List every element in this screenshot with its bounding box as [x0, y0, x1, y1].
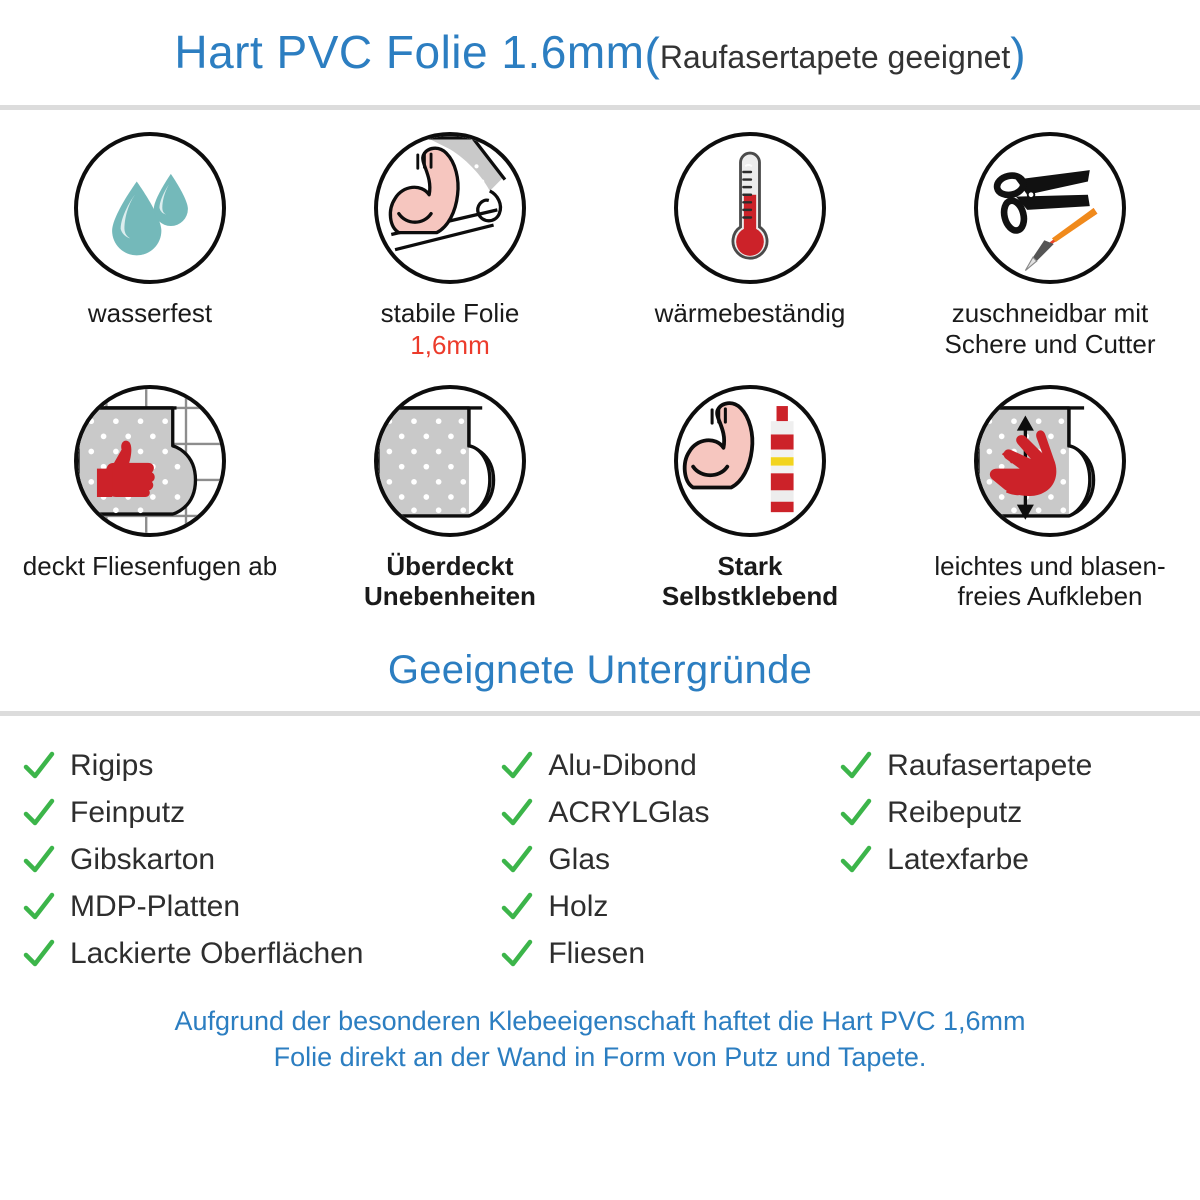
feature-label: zuschneidbar mit Schere und Cutter — [944, 298, 1156, 359]
list-item: Glas — [500, 836, 839, 883]
list-item: Fliesen — [500, 930, 839, 977]
list-item: Lackierte Oberflächen — [22, 930, 500, 977]
feature-icon-circle — [674, 132, 826, 284]
feature-deckt-fliesenfugen: deckt Fliesenfugen ab — [0, 384, 300, 612]
list-item: Latexfarbe — [839, 836, 1178, 883]
feature-label: wärmebeständig — [654, 298, 846, 328]
title-paren-open: ( — [644, 27, 660, 80]
list-item: MDP-Platten — [22, 883, 500, 930]
title-main-text: Hart PVC Folie 1.6mm — [174, 25, 645, 78]
feature-icon-circle — [374, 132, 526, 284]
feature-icon-circle — [74, 132, 226, 284]
list-item: Alu-Dibond — [500, 742, 839, 789]
list-item-label: Reibeputz — [887, 795, 1023, 829]
footer-line-1: Aufgrund der besonderen Klebeeigenschaft… — [174, 1006, 1026, 1037]
feature-sublabel: 1,6mm — [410, 329, 490, 360]
check-icon — [500, 796, 534, 830]
list-item-label: Latexfarbe — [887, 842, 1029, 876]
feature-leichtes-aufkleben: leichtes und blasen- freies Aufkleben — [900, 384, 1200, 612]
footer-note: Aufgrund der besonderen Klebeeigenschaft… — [0, 1003, 1200, 1076]
feature-icon-circle — [974, 384, 1126, 537]
feature-icon-circle — [74, 384, 226, 537]
check-icon — [22, 749, 56, 783]
feature-zuschneidbar: zuschneidbar mit Schere und Cutter — [900, 132, 1200, 361]
list-item-label: Fliesen — [548, 936, 646, 970]
list-item-label: Alu-Dibond — [548, 748, 697, 782]
check-icon — [839, 749, 873, 783]
check-icon — [839, 796, 873, 830]
title-paren-close: ) — [1010, 27, 1026, 80]
muscle-glue-tube-icon — [678, 389, 822, 533]
feature-icon-circle — [374, 384, 526, 537]
check-icon — [500, 890, 534, 924]
feature-grid: wasserfest — [0, 110, 1200, 612]
page-header: Hart PVC Folie 1.6mm(Raufasertapete geei… — [0, 0, 1200, 105]
feature-label: wasserfest — [87, 298, 213, 328]
feature-row-1: wasserfest — [0, 132, 1200, 361]
list-item-label: Lackierte Oberflächen — [70, 936, 364, 970]
feature-label: Stark Selbstklebend — [661, 550, 839, 612]
list-item-label: Glas — [548, 842, 611, 876]
list-item-label: Holz — [548, 889, 609, 923]
list-item: Reibeputz — [839, 789, 1178, 836]
substrates-column-1: Rigips Feinputz Gibskarton MDP-Platten L… — [22, 742, 500, 977]
list-item: Holz — [500, 883, 839, 930]
feature-stabile-folie: stabile Folie 1,6mm — [300, 132, 600, 361]
hand-smoothing-icon — [978, 389, 1122, 533]
check-icon — [22, 843, 56, 877]
list-item-label: Feinputz — [70, 795, 186, 829]
feature-icon-circle — [974, 132, 1126, 284]
check-icon — [500, 937, 534, 971]
film-peel-icon — [378, 389, 522, 533]
list-item-label: Rigips — [70, 748, 154, 782]
scissors-cutter-icon — [978, 136, 1122, 280]
feature-label: stabile Folie — [380, 298, 520, 328]
check-icon — [500, 749, 534, 783]
substrates-column-3: Raufasertapete Reibeputz Latexfarbe — [839, 742, 1178, 977]
thermometer-icon — [678, 136, 822, 280]
substrates-divider — [0, 711, 1200, 717]
check-icon — [22, 890, 56, 924]
feature-label: Überdeckt Unebenheiten — [364, 550, 536, 612]
list-item: ACRYLGlas — [500, 789, 839, 836]
feature-icon-circle — [674, 384, 826, 537]
feature-stark-selbstklebend: Stark Selbstklebend — [600, 384, 900, 612]
page-title: Hart PVC Folie 1.6mm(Raufasertapete geei… — [174, 29, 1025, 77]
check-icon — [22, 796, 56, 830]
check-icon — [22, 937, 56, 971]
list-item-label: Raufasertapete — [887, 748, 1093, 782]
list-item: Gibskarton — [22, 836, 500, 883]
feature-label: deckt Fliesenfugen ab — [22, 550, 278, 581]
list-item-label: Gibskarton — [70, 842, 216, 876]
list-item: Rigips — [22, 742, 500, 789]
feature-ueberdeckt-unebenheiten: Überdeckt Unebenheiten — [300, 384, 600, 612]
header-divider — [0, 105, 1200, 110]
title-subtitle-text: Raufasertapete geeignet — [659, 38, 1011, 75]
check-icon — [500, 843, 534, 877]
substrates-heading: Geeignete Untergründe — [387, 648, 813, 693]
muscle-arm-film-icon — [378, 136, 522, 280]
water-drops-icon — [78, 136, 222, 280]
list-item-label: ACRYLGlas — [548, 795, 710, 829]
feature-waermebestaendig: wärmebeständig — [600, 132, 900, 361]
substrates-column-2: Alu-Dibond ACRYLGlas Glas Holz Fliesen — [500, 742, 839, 977]
feature-row-2: deckt Fliesenfugen ab — [0, 384, 1200, 612]
check-icon — [839, 843, 873, 877]
feature-wasserfest: wasserfest — [0, 132, 300, 361]
list-item: Raufasertapete — [839, 742, 1178, 789]
list-item-label: MDP-Platten — [70, 889, 241, 923]
substrates-list: Rigips Feinputz Gibskarton MDP-Platten L… — [0, 716, 1200, 977]
feature-label: leichtes und blasen- freies Aufkleben — [934, 550, 1166, 612]
footer-line-2: Folie direkt an der Wand in Form von Put… — [273, 1042, 927, 1073]
thumbs-up-tiles-icon — [78, 388, 222, 533]
list-item: Feinputz — [22, 789, 500, 836]
